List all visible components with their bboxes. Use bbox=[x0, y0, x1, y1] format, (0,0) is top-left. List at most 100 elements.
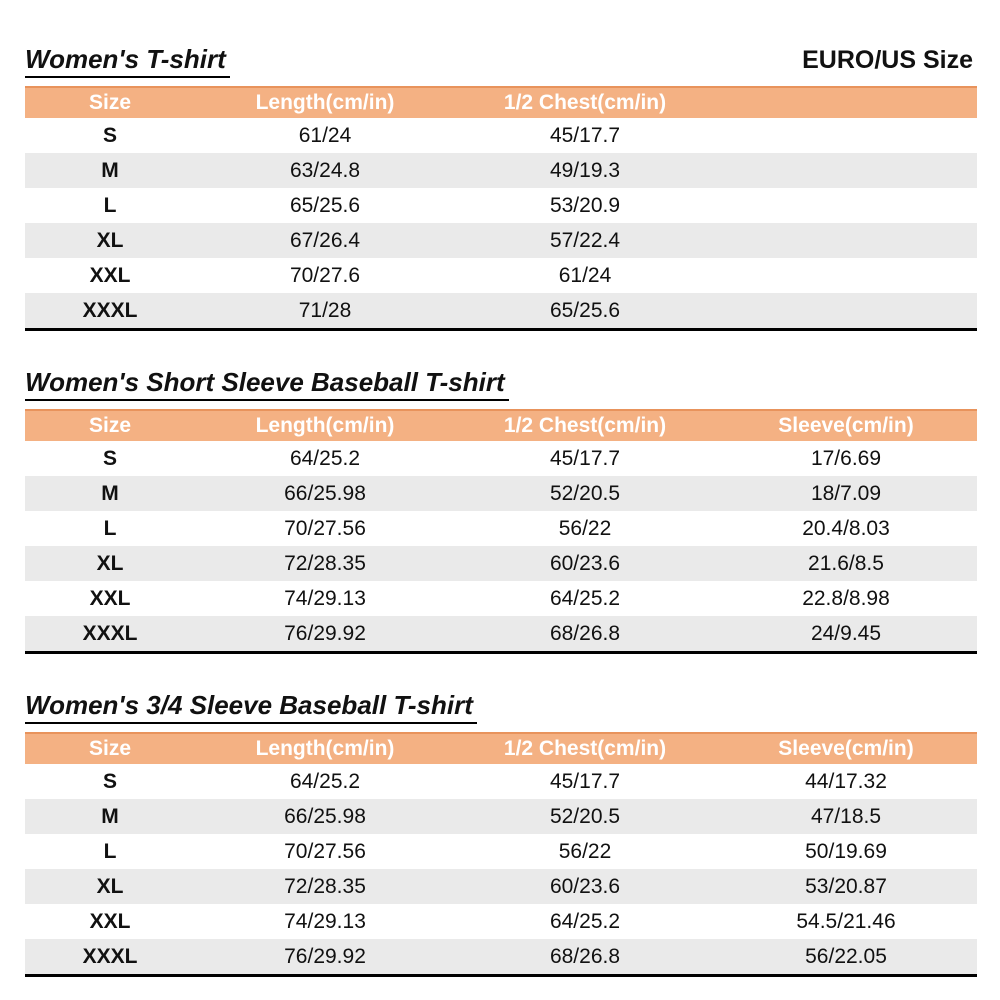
column-header-size: Size bbox=[88, 737, 132, 760]
value-cell: 64/25.2 bbox=[549, 909, 621, 933]
column-header-chest: 1/2 Chest(cm/in) bbox=[503, 737, 667, 760]
size-chart-page: Women's T-shirt EURO/US Size Size Length… bbox=[25, 44, 977, 977]
value-cell: 56/22.05 bbox=[805, 944, 887, 968]
value-cell: 52/20.5 bbox=[549, 804, 621, 828]
table-row: S 64/25.2 45/17.7 44/17.32 bbox=[25, 764, 977, 799]
size-cell: XXL bbox=[89, 586, 131, 610]
value-cell: 70/27.6 bbox=[289, 263, 361, 287]
value-cell: 57/22.4 bbox=[549, 228, 621, 252]
value-cell: 67/26.4 bbox=[289, 228, 361, 252]
table-row: L 70/27.56 56/22 20.4/8.03 bbox=[25, 511, 977, 546]
table-body: S 64/25.2 45/17.7 17/6.69 M 66/25.98 52/20.5 18… bbox=[25, 441, 977, 651]
value-cell: 65/25.6 bbox=[289, 193, 361, 217]
table-header-row: Size Length(cm/in) 1/2 Chest(cm/in) Slee… bbox=[25, 732, 977, 764]
table-title-text: Women's 3/4 Sleeve Baseball T-shirt bbox=[25, 690, 477, 724]
table-row: XXXL 76/29.92 68/26.8 56/22.05 bbox=[25, 939, 977, 974]
value-cell: 61/24 bbox=[558, 263, 612, 287]
value-cell: 63/24.8 bbox=[289, 158, 361, 182]
title-row: Women's T-shirt EURO/US Size bbox=[25, 44, 977, 78]
table-row: M 66/25.98 52/20.5 47/18.5 bbox=[25, 799, 977, 834]
value-cell: 60/23.6 bbox=[549, 551, 621, 575]
column-header-chest: 1/2 Chest(cm/in) bbox=[503, 414, 667, 437]
value-cell: 50/19.69 bbox=[805, 839, 887, 863]
table-row: XXL 70/27.6 61/24 bbox=[25, 258, 977, 293]
value-cell: 53/20.87 bbox=[805, 874, 887, 898]
column-header-sleeve: Sleeve(cm/in) bbox=[778, 737, 914, 760]
value-cell: 47/18.5 bbox=[810, 804, 882, 828]
value-cell: 64/25.2 bbox=[289, 446, 361, 470]
table-row: M 66/25.98 52/20.5 18/7.09 bbox=[25, 476, 977, 511]
table-row: S 61/24 45/17.7 bbox=[25, 118, 977, 153]
table-row: XXXL 76/29.92 68/26.8 24/9.45 bbox=[25, 616, 977, 651]
value-cell: 68/26.8 bbox=[549, 944, 621, 968]
value-cell: 66/25.98 bbox=[284, 481, 366, 505]
size-cell: L bbox=[103, 193, 117, 217]
size-cell: XL bbox=[96, 228, 124, 252]
size-cell: M bbox=[101, 158, 119, 182]
value-cell: 76/29.92 bbox=[284, 621, 366, 645]
title-row: Women's 3/4 Sleeve Baseball T-shirt bbox=[25, 690, 977, 724]
size-table: Size Length(cm/in) 1/2 Chest(cm/in) Slee… bbox=[25, 409, 977, 654]
section-womens-tshirt: Women's T-shirt EURO/US Size Size Length… bbox=[25, 44, 977, 331]
value-cell: 64/25.2 bbox=[549, 586, 621, 610]
section-womens-three-quarter-sleeve-baseball-tshirt: Women's 3/4 Sleeve Baseball T-shirt Size… bbox=[25, 690, 977, 977]
value-cell: 22.8/8.98 bbox=[802, 586, 890, 610]
value-cell: 72/28.35 bbox=[284, 551, 366, 575]
table-row: M 63/24.8 49/19.3 bbox=[25, 153, 977, 188]
table-title: Women's 3/4 Sleeve Baseball T-shirt bbox=[25, 690, 477, 724]
value-cell: 70/27.56 bbox=[284, 839, 366, 863]
table-row: XL 72/28.35 60/23.6 53/20.87 bbox=[25, 869, 977, 904]
section-womens-short-sleeve-baseball-tshirt: Women's Short Sleeve Baseball T-shirt Si… bbox=[25, 367, 977, 654]
table-row: XXL 74/29.13 64/25.2 54.5/21.46 bbox=[25, 904, 977, 939]
column-header-length: Length(cm/in) bbox=[255, 737, 395, 760]
size-cell: L bbox=[103, 839, 117, 863]
size-chart-sheet: Women's T-shirt EURO/US Size Size Length… bbox=[25, 44, 977, 977]
table-row: XL 67/26.4 57/22.4 bbox=[25, 223, 977, 258]
table-row: XXXL 71/28 65/25.6 bbox=[25, 293, 977, 328]
table-title-text: Women's T-shirt bbox=[25, 44, 230, 78]
table-body: S 61/24 45/17.7 M 63/24.8 49/19.3 L 65/25.6 53/2… bbox=[25, 118, 977, 328]
table-title: Women's T-shirt bbox=[25, 44, 230, 78]
value-cell: 20.4/8.03 bbox=[802, 516, 890, 540]
size-cell: S bbox=[102, 446, 117, 470]
size-cell: XL bbox=[96, 551, 124, 575]
size-cell: XL bbox=[96, 874, 124, 898]
value-cell: 74/29.13 bbox=[284, 909, 366, 933]
value-cell: 70/27.56 bbox=[284, 516, 366, 540]
value-cell: 17/6.69 bbox=[810, 446, 882, 470]
size-cell: XXL bbox=[89, 909, 131, 933]
table-row: L 65/25.6 53/20.9 bbox=[25, 188, 977, 223]
value-cell: 61/24 bbox=[298, 123, 352, 147]
column-header-size: Size bbox=[88, 91, 132, 114]
column-header-chest: 1/2 Chest(cm/in) bbox=[503, 91, 667, 114]
value-cell: 45/17.7 bbox=[549, 769, 621, 793]
title-row: Women's Short Sleeve Baseball T-shirt bbox=[25, 367, 977, 401]
size-cell: M bbox=[101, 804, 119, 828]
size-cell: XXXL bbox=[82, 621, 138, 645]
column-header-length: Length(cm/in) bbox=[255, 91, 395, 114]
value-cell: 49/19.3 bbox=[549, 158, 621, 182]
size-cell: L bbox=[103, 516, 117, 540]
value-cell: 54.5/21.46 bbox=[796, 909, 896, 933]
size-cell: S bbox=[102, 769, 117, 793]
column-header-size: Size bbox=[88, 414, 132, 437]
size-cell: S bbox=[102, 123, 117, 147]
size-standard-label: EURO/US Size bbox=[802, 46, 973, 74]
table-title: Women's Short Sleeve Baseball T-shirt bbox=[25, 367, 509, 401]
table-row: XL 72/28.35 60/23.6 21.6/8.5 bbox=[25, 546, 977, 581]
value-cell: 56/22 bbox=[558, 516, 612, 540]
table-row: S 64/25.2 45/17.7 17/6.69 bbox=[25, 441, 977, 476]
column-header-length: Length(cm/in) bbox=[255, 414, 395, 437]
value-cell: 60/23.6 bbox=[549, 874, 621, 898]
value-cell: 56/22 bbox=[558, 839, 612, 863]
value-cell: 21.6/8.5 bbox=[808, 551, 884, 575]
value-cell: 45/17.7 bbox=[549, 123, 621, 147]
value-cell: 44/17.32 bbox=[805, 769, 887, 793]
size-cell: XXL bbox=[89, 263, 131, 287]
value-cell: 24/9.45 bbox=[810, 621, 882, 645]
table-header-row: Size Length(cm/in) 1/2 Chest(cm/in) Slee… bbox=[25, 409, 977, 441]
size-cell: XXXL bbox=[82, 944, 138, 968]
table-row: L 70/27.56 56/22 50/19.69 bbox=[25, 834, 977, 869]
value-cell: 18/7.09 bbox=[810, 481, 882, 505]
value-cell: 68/26.8 bbox=[549, 621, 621, 645]
